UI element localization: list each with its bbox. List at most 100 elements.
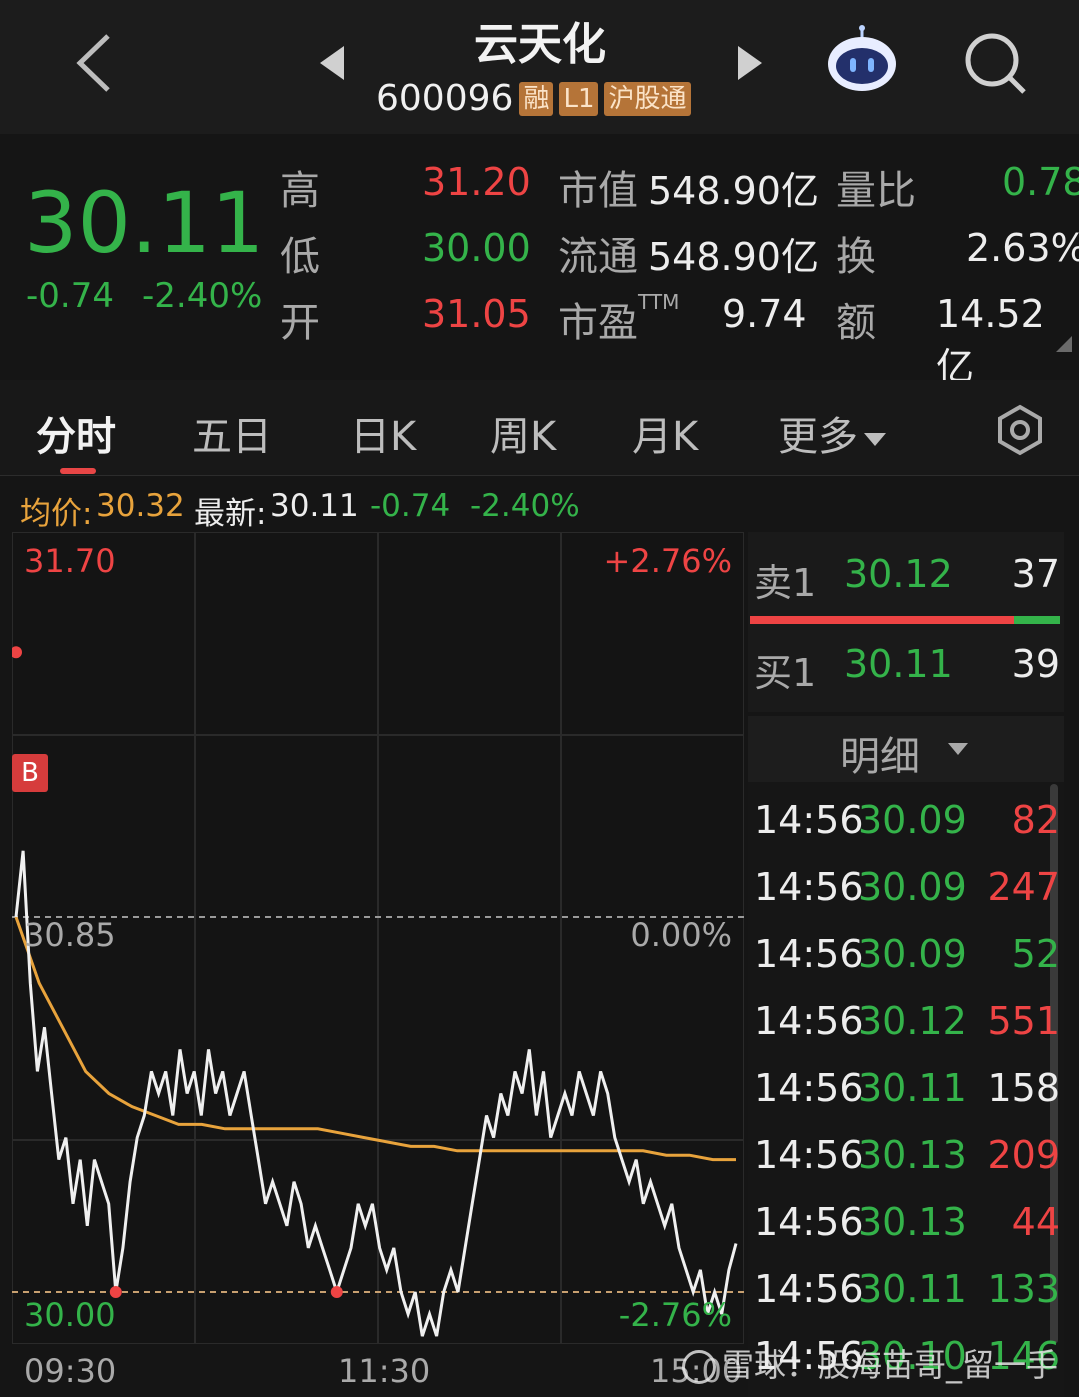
detail-price: 30.13 [858,1200,967,1244]
margin-badge: 融 [519,81,554,116]
volratio-value: 0.78 [1002,160,1079,204]
detail-row: 14:56 30.09 247 [754,865,1060,931]
open-label: 开 [280,300,320,346]
volratio-label: 量比 [836,168,916,214]
detail-volume: 209 [987,1133,1060,1177]
detail-price: 30.09 [858,798,967,842]
y-bottom-pct: -2.76% [618,1296,732,1334]
detail-row: 14:56 30.12 551 [754,999,1060,1065]
detail-time: 14:56 [754,999,864,1043]
avg-price-label: 均价: [20,496,93,532]
buy1-volume: 39 [1011,642,1060,686]
buy1-row[interactable]: 买1 30.11 39 [754,642,1060,702]
search-icon[interactable] [962,30,1030,98]
chart-lines [14,850,738,1337]
detail-time: 14:56 [754,865,864,909]
stock-name: 云天化 [474,19,606,70]
detail-row: 14:56 30.09 82 [754,798,1060,864]
intraday-chart-svg [12,532,744,1344]
prev-stock-icon[interactable] [318,44,348,82]
quote-panel: 30.11 -0.74 -2.40% 高 31.20 低 30.00 开 31.… [0,134,1079,389]
trade-marker-dot [109,1286,122,1298]
info-change: -0.74 [370,488,451,524]
active-tab-indicator [60,468,96,474]
tab-daily-k[interactable]: 日K [350,414,417,460]
detail-volume: 146 [987,1334,1060,1378]
detail-title: 明细 [840,734,920,780]
y-top-pct: +2.76% [603,542,732,580]
buy-marker[interactable]: B [12,754,48,792]
turnover-value: 2.63% [966,226,1079,270]
detail-row: 14:56 30.11 133 [754,1267,1060,1333]
detail-price: 30.11 [858,1066,967,1110]
detail-time: 14:56 [754,1133,864,1177]
pe-label-text: 市盈 [558,300,638,346]
watermark: 雪球：股海苗哥_留一手 [682,1340,1058,1386]
x-time-mid: 11:30 [338,1352,431,1390]
y-mid-price: 30.85 [24,916,116,954]
avg-price-value: 30.32 [96,488,185,524]
detail-volume: 551 [987,999,1060,1043]
detail-volume: 247 [987,865,1060,909]
detail-price: 30.12 [858,999,967,1043]
buy1-label: 买1 [754,651,817,695]
avg-price-line [14,916,736,1162]
turnover-label: 换 [836,234,876,280]
detail-scrollbar[interactable] [1050,784,1058,1344]
sell1-price: 30.12 [844,552,953,596]
tab-five-day[interactable]: 五日 [192,414,272,460]
detail-price: 30.09 [858,865,967,909]
pe-label: 市盈TTM [558,290,679,348]
detail-row: 14:56 30.13 209 [754,1133,1060,1199]
xueqiu-logo-icon [682,1350,716,1384]
detail-volume: 158 [987,1066,1060,1110]
y-mid-pct: 0.00% [630,916,732,954]
detail-price: 30.09 [858,932,967,976]
stock-code: 600096 [376,78,514,119]
expand-corner-icon[interactable] [1054,334,1074,354]
sell1-row[interactable]: 卖1 30.12 37 [754,552,1060,612]
connect-badge: 沪股通 [604,81,691,116]
trade-marker-dot [12,646,22,659]
mktcap-value: 548.90亿 [648,169,819,213]
next-stock-icon[interactable] [734,44,764,82]
x-time-start: 09:30 [24,1352,117,1390]
price-line [14,850,738,1337]
tab-intraday[interactable]: 分时 [36,414,116,460]
detail-header[interactable]: 明细 [748,716,1064,782]
detail-volume: 44 [1011,1200,1060,1244]
dropdown-triangle-icon [864,433,886,446]
detail-time: 14:56 [754,1066,864,1110]
float-label: 流通 [558,234,638,280]
latest-price-value: 30.11 [270,488,359,524]
detail-price: 30.11 [858,1267,967,1311]
intraday-chart[interactable]: 31.70 +2.76% 30.85 0.00% 30.00 -2.76% B [12,532,744,1344]
mktcap-label: 市值 [558,168,638,214]
detail-row: 14:56 30.11 158 [754,1066,1060,1132]
sell1-label: 卖1 [754,561,817,605]
back-arrow-icon[interactable] [70,30,120,96]
detail-row: 14:56 30.09 52 [754,932,1060,998]
tab-weekly-k[interactable]: 周K [490,414,557,460]
detail-time: 14:56 [754,1267,864,1311]
amount-label: 额 [836,300,876,346]
high-value: 31.20 [422,160,531,204]
tab-more[interactable]: 更多 [778,404,886,462]
intraday-info-line: 均价: 30.32 最新: 30.11 -0.74 -2.40% [0,478,1079,532]
trade-detail-panel [748,716,1064,1397]
tab-monthly-k[interactable]: 月K [632,414,699,460]
chart-markers [12,646,343,1298]
detail-volume: 52 [1011,932,1060,976]
order-ratio-bar [750,616,1060,624]
period-tabs: 分时 五日 日K 周K 月K 更多 [0,380,1079,476]
sell-ratio-fill [750,616,1014,624]
price-change-pct: -2.40% [142,276,263,316]
latest-price-label: 最新: [194,496,267,532]
pe-value: 9.74 [722,292,807,336]
pe-ttm-sup: TTM [638,290,680,314]
robot-assistant-icon[interactable] [822,24,902,96]
low-label: 低 [280,234,320,280]
settings-hexagon-icon[interactable] [994,404,1046,456]
chart-grid [12,532,744,1344]
trade-marker-dot [330,1286,343,1298]
